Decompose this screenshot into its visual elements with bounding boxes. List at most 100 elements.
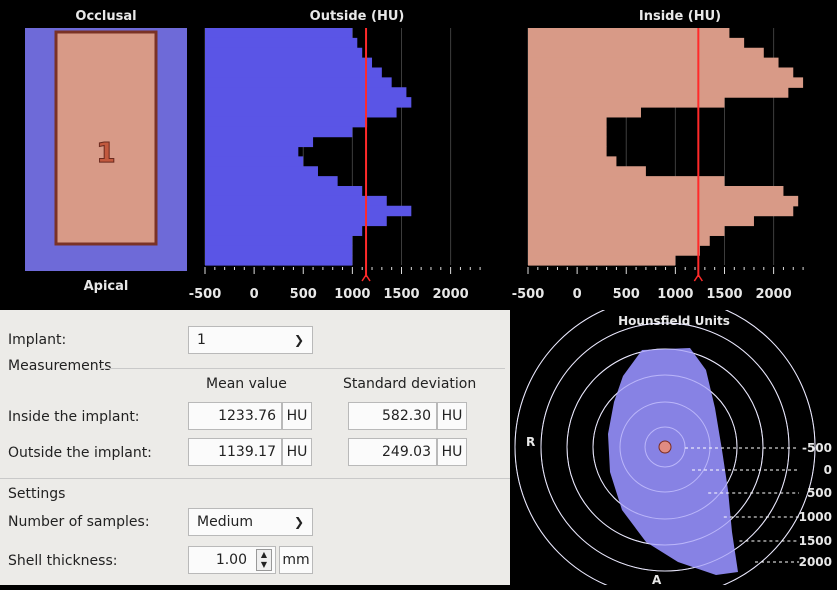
profile-bar (205, 176, 338, 187)
tick-label: 1500 (383, 287, 419, 302)
profile-bar (528, 116, 607, 128)
stepper-down-icon[interactable]: ▼ (260, 560, 268, 569)
profile-bar (205, 156, 304, 167)
implant-number-label: 1 (96, 136, 115, 169)
ring-label: 1000 (799, 510, 832, 524)
profile-bar (205, 97, 412, 108)
profile-bar (528, 205, 794, 217)
inside-std-value: 582.30 (382, 408, 431, 424)
profile-bar (205, 87, 407, 98)
implant-section-view: 1 Occlusal Apical (25, 9, 187, 294)
inside-mean-value: 1233.76 (218, 408, 276, 424)
outside-mean-field: 1139.17 (188, 438, 282, 466)
std-column-header: Standard deviation (343, 376, 477, 392)
profile-bar (528, 156, 617, 167)
outside-std-value: 249.03 (382, 444, 431, 460)
outside-std-unit: HU (437, 438, 467, 466)
direction-r-label: R (526, 435, 535, 449)
outside-implant-label: Outside the implant: (8, 445, 152, 461)
outside-chart-bars (205, 28, 412, 266)
profile-bar (528, 146, 607, 157)
profile-bar (528, 195, 799, 207)
outside-std-field: 249.03 (348, 438, 437, 466)
thickness-label: Shell thickness: (8, 553, 118, 569)
inside-mean-unit: HU (282, 402, 312, 430)
profile-bar (205, 37, 358, 49)
outside-mean-marker (361, 28, 371, 282)
direction-a-label: A (652, 573, 662, 585)
ring-label: 1500 (799, 534, 832, 548)
inside-mean-field: 1233.76 (188, 402, 282, 430)
stepper-up-icon[interactable]: ▲ (260, 550, 268, 559)
mean-marker-caret (693, 273, 703, 282)
tick-label: 500 (290, 287, 317, 302)
profile-bar (205, 255, 353, 266)
implant-select-value: 1 (197, 332, 206, 348)
profile-bar (205, 28, 353, 39)
inside-std-field: 582.30 (348, 402, 437, 430)
profile-viewer: 1 Occlusal Apical Outside (HU) -500 0 500 1… (25, 9, 804, 302)
profile-bar (205, 245, 353, 256)
profile-bar (205, 225, 363, 236)
chevron-down-icon: ❯ (293, 515, 304, 529)
ring-label: 500 (807, 486, 832, 500)
outside-chart-title: Outside (HU) (310, 9, 405, 24)
profile-bar (205, 235, 353, 246)
profile-bar (528, 28, 730, 39)
profile-bar (205, 166, 318, 177)
profile-viewer-canvas: 1 Occlusal Apical Outside (HU) -500 0 500 1… (25, 9, 804, 302)
settings-title: Settings (8, 486, 66, 502)
ring-overlay (619, 401, 711, 493)
tick-label: 0 (250, 287, 259, 302)
ring-labels: -500 0 500 1000 1500 2000 (685, 441, 832, 569)
implant-body (54, 30, 158, 246)
profile-bar (205, 136, 314, 148)
profile-bar (528, 47, 764, 59)
inside-chart-title: Inside (HU) (639, 9, 721, 24)
tick-label: -500 (512, 287, 545, 302)
samples-select[interactable]: Medium ❯ (188, 508, 313, 536)
ring-overlay (566, 348, 764, 546)
mean-column-header: Mean value (206, 376, 287, 392)
outside-mean-value: 1139.17 (218, 444, 276, 460)
profile-bar (528, 87, 789, 98)
outside-chart-ticks: -500 0 500 1000 1500 2000 (189, 267, 481, 302)
inside-chart-bars (528, 28, 804, 266)
profile-bar (528, 37, 745, 49)
center-marker (658, 440, 672, 454)
profile-bar (528, 97, 725, 108)
inside-hu-chart: Inside (HU) -500 0 500 1000 1500 2000 (512, 9, 804, 302)
profile-bar (205, 47, 363, 59)
implant-label: Implant: (8, 332, 67, 348)
profile-bar (528, 186, 784, 197)
ring-overlay (540, 322, 790, 572)
profile-bar (205, 57, 373, 69)
tick-label: 2000 (433, 287, 469, 302)
samples-select-value: Medium (197, 514, 253, 530)
tick-label: 500 (613, 287, 640, 302)
tick-label: 1500 (706, 287, 742, 302)
profile-bar (205, 146, 299, 157)
ring-label: -500 (802, 441, 832, 455)
profile-bar (205, 205, 412, 217)
profile-bar (528, 107, 641, 118)
tick-label: 1000 (334, 287, 370, 302)
profile-bar (528, 225, 725, 236)
profile-bar (205, 67, 382, 78)
tick-label: 0 (573, 287, 582, 302)
outside-hu-chart: Outside (HU) -500 0 500 1000 1500 2000 (189, 9, 481, 302)
profile-bar (528, 166, 646, 177)
ring-overlay (644, 426, 686, 468)
implant-select[interactable]: 1 ❯ (188, 326, 313, 354)
profile-bar (528, 215, 754, 227)
profile-bar (205, 186, 363, 197)
ring-label: 2000 (799, 555, 832, 569)
thickness-unit: mm (279, 546, 313, 574)
tick-label: 2000 (756, 287, 792, 302)
measurements-divider (100, 368, 505, 369)
inside-std-unit: HU (437, 402, 467, 430)
outside-mean-unit: HU (282, 438, 312, 466)
thickness-stepper[interactable]: ▲ ▼ (256, 549, 272, 571)
tick-label: 1000 (657, 287, 693, 302)
profile-bar (205, 215, 387, 227)
